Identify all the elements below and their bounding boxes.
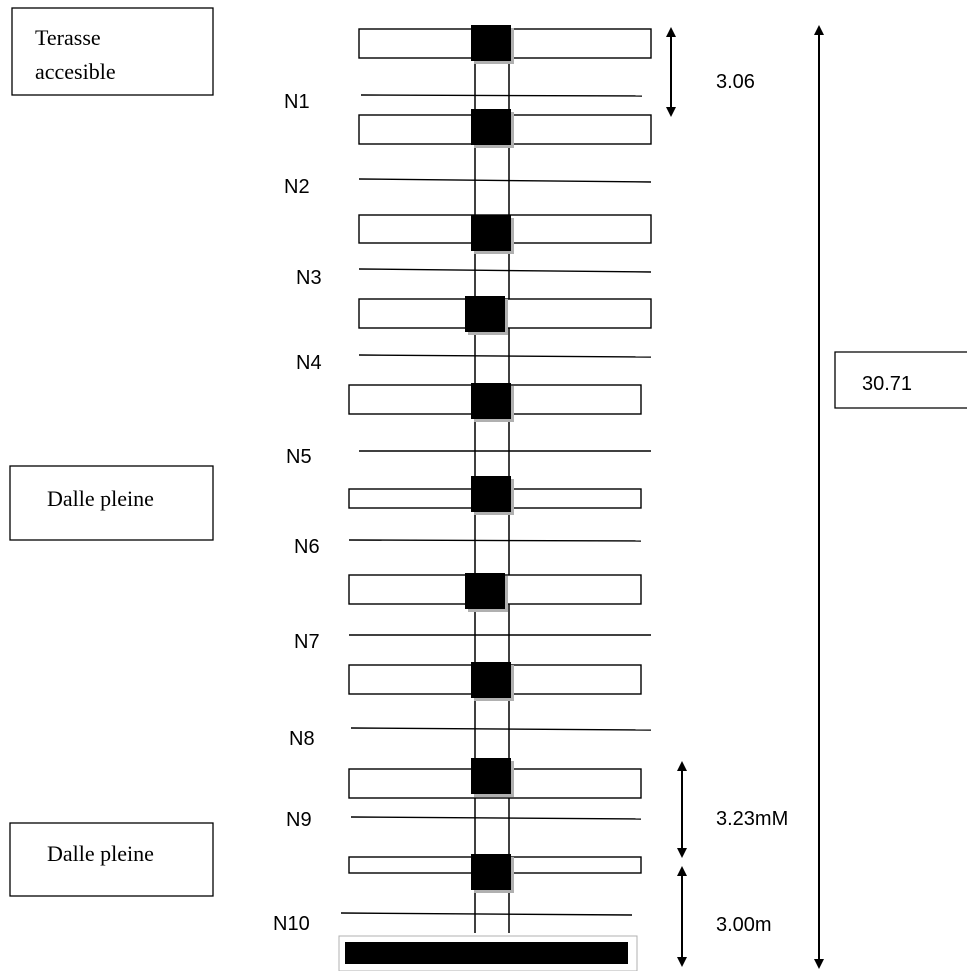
- column-node-1: [471, 25, 511, 61]
- level-line-1: [360, 94, 643, 97]
- column-node-8: [471, 662, 511, 698]
- level-line-3: [358, 268, 652, 273]
- column-node-2: [471, 109, 511, 145]
- level-label-4: N4: [296, 352, 322, 374]
- level-line-8: [350, 727, 652, 731]
- beam-8: [348, 662, 642, 701]
- dalle-pleine-middle-label: Dalle pleine: [47, 486, 154, 511]
- level-label-10: N10: [273, 913, 310, 935]
- label-box-dalle-middle: Dalle pleine: [9, 465, 214, 541]
- terasse-line2: accesible: [35, 59, 116, 84]
- dimension-bottom-value: 3.00m: [716, 914, 772, 936]
- beam-10: [348, 854, 642, 893]
- beam-2: [358, 109, 652, 148]
- level-label-5: N5: [286, 446, 312, 468]
- column-node-3: [471, 215, 511, 251]
- terasse-line1: Terasse: [35, 25, 101, 50]
- total-height-value: 30.71: [862, 373, 912, 395]
- dimension-middle-value: 3.23mM: [716, 808, 788, 830]
- level-label-1: N1: [284, 91, 310, 113]
- column-node-6: [471, 476, 511, 512]
- beams: [348, 25, 652, 893]
- column-node-7: [465, 573, 505, 609]
- beam-7: [348, 573, 642, 612]
- dalle-pleine-bottom-label: Dalle pleine: [47, 841, 154, 866]
- column-node-9: [471, 758, 511, 794]
- column-node-10: [471, 854, 511, 890]
- foundation-slab: [345, 942, 628, 964]
- level-label-2: N2: [284, 176, 310, 198]
- beam-3: [358, 214, 652, 254]
- level-line-10: [340, 912, 633, 916]
- total-height-box: 30.71: [834, 351, 967, 409]
- beam-6: [348, 476, 642, 515]
- level-label-8: N8: [289, 728, 315, 750]
- beam-4: [358, 296, 652, 335]
- level-lines: N1 N2 N3 N4 N5 N6 N7 N8 N9 N10: [273, 91, 652, 935]
- level-label-9: N9: [286, 809, 312, 831]
- level-label-7: N7: [294, 631, 320, 653]
- level-label-3: N3: [296, 267, 322, 289]
- beam-5: [348, 383, 642, 422]
- level-label-6: N6: [294, 536, 320, 558]
- beam-9: [348, 758, 642, 799]
- level-line-9: [350, 816, 642, 820]
- beam-1: [358, 25, 652, 64]
- level-line-2: [358, 178, 652, 183]
- column-node-5: [471, 383, 511, 419]
- dimension-top-value: 3.06: [716, 71, 755, 93]
- label-box-dalle-bottom: Dalle pleine: [9, 822, 214, 897]
- label-box-terasse: Terasse accesible: [11, 7, 214, 96]
- column-node-4: [465, 296, 505, 332]
- level-line-4: [358, 354, 652, 358]
- level-line-6: [348, 539, 642, 542]
